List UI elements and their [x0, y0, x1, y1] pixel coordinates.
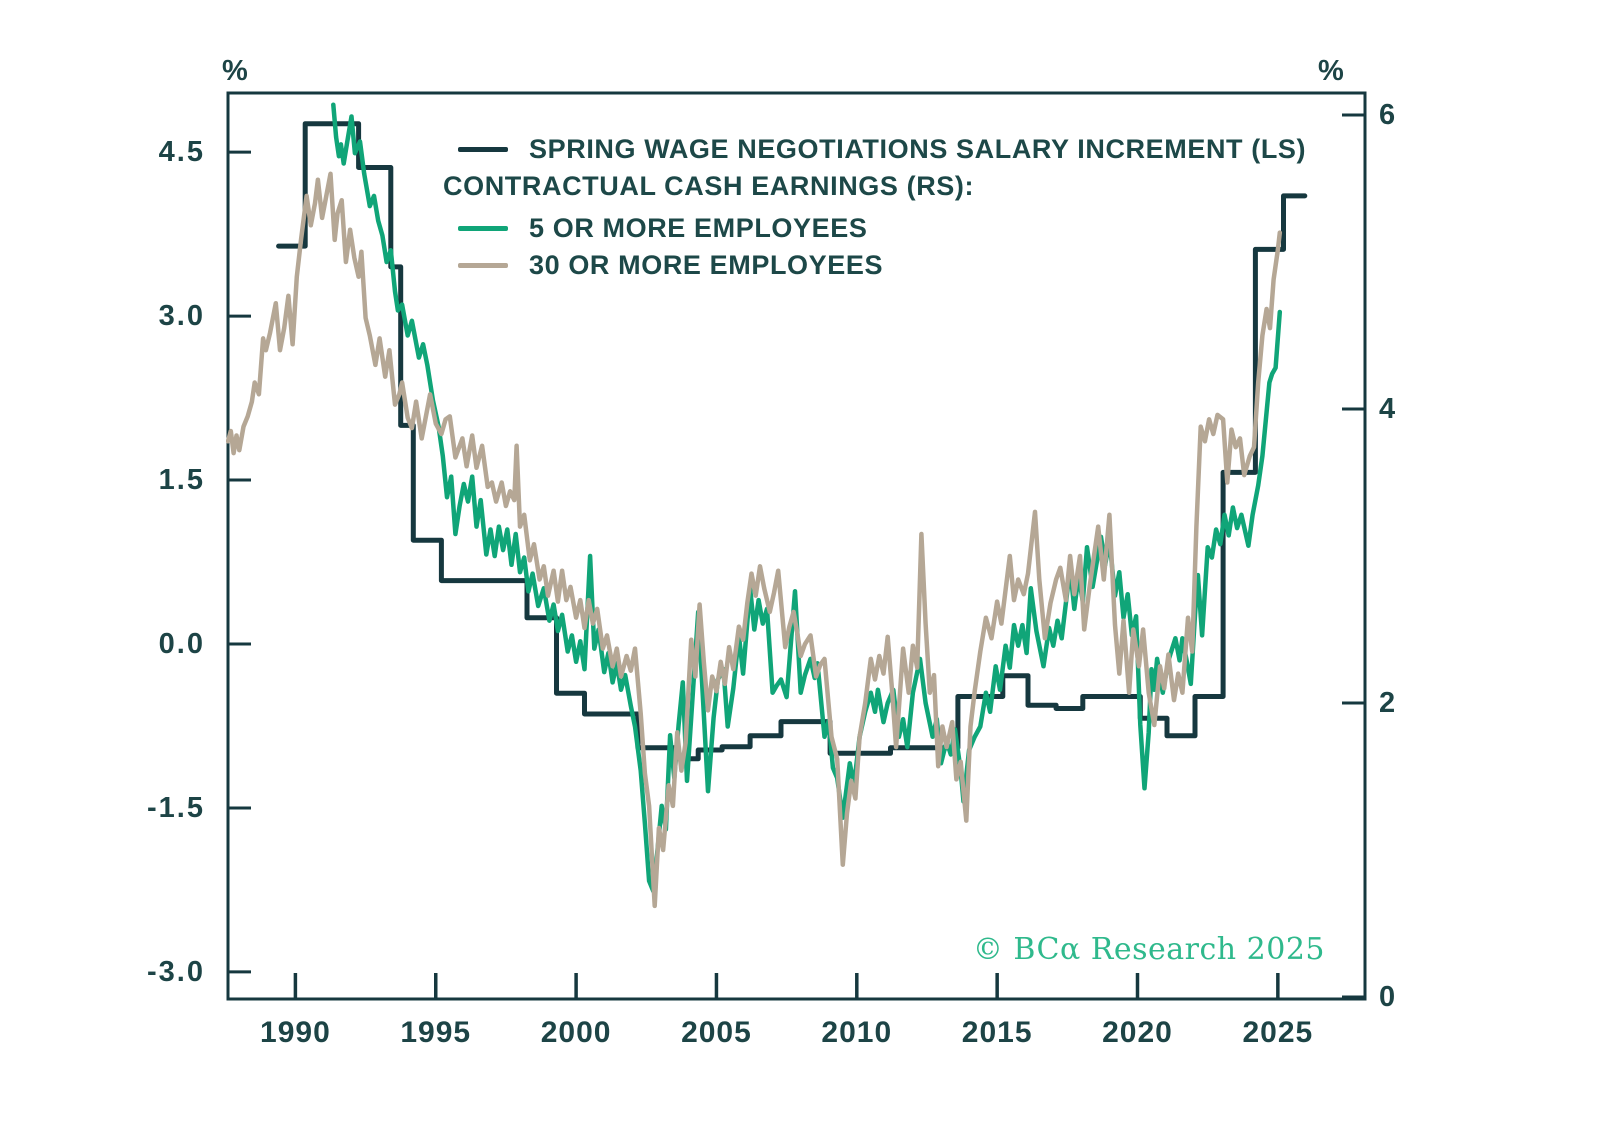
five-plus-legend-key-line: [458, 226, 508, 231]
series-line-30-or-more-employees: [226, 171, 1283, 909]
spring-wage-legend-key-line: [458, 147, 508, 152]
copyright-text: © BCα Research 2025: [972, 932, 1325, 967]
right-axis-tick-label: 0: [1379, 981, 1397, 1013]
x-axis-tick-label: 2005: [681, 1016, 752, 1049]
legend-label-contractual-group: CONTRACTUAL CASH EARNINGS (RS):: [443, 171, 975, 201]
x-axis-tick-label: 2020: [1102, 1016, 1173, 1049]
series-line-spring-wage-negotiations-salary-increment-ls: [276, 121, 1308, 762]
left-axis-unit-label: %: [222, 55, 249, 87]
x-axis-tick-label: 1990: [260, 1016, 331, 1049]
x-axis-tick-label: 1995: [400, 1016, 472, 1049]
left-axis-tick-label: 0.0: [158, 628, 205, 660]
x-axis-tick-label: 2015: [961, 1016, 1033, 1049]
legend-label-five-plus: 5 OR MORE EMPLOYEES: [529, 213, 868, 243]
right-axis-unit-label: %: [1318, 55, 1345, 87]
right-axis-tick-label: 4: [1379, 393, 1397, 425]
plot-frame: [226, 91, 1367, 1001]
legend-row-spring-wage: SPRING WAGE NEGOTIATIONS SALARY INCREMEN…: [443, 131, 1306, 168]
left-axis-tick-label: 3.0: [158, 300, 205, 333]
right-axis-tick-label: 2: [1379, 687, 1397, 719]
x-axis-tick-label: 2010: [821, 1016, 893, 1049]
thirty-plus-legend-key-line: [458, 263, 508, 268]
legend: SPRING WAGE NEGOTIATIONS SALARY INCREMEN…: [443, 131, 1306, 284]
left-axis-tick-label: -1.5: [147, 791, 205, 824]
legend-row-group: CONTRACTUAL CASH EARNINGS (RS):: [443, 168, 1306, 205]
legend-label-spring-wage: SPRING WAGE NEGOTIATIONS SALARY INCREMEN…: [529, 134, 1307, 164]
left-axis-tick-label: 1.5: [158, 464, 205, 497]
left-axis-tick-label: -3.0: [147, 955, 205, 988]
x-axis-tick-label: 2025: [1242, 1016, 1314, 1049]
x-axis-tick-label: 2000: [540, 1016, 612, 1049]
legend-row-five-plus: 5 OR MORE EMPLOYEES: [443, 210, 1306, 247]
legend-row-thirty-plus: 30 OR MORE EMPLOYEES: [443, 247, 1306, 284]
right-axis-tick-label: 6: [1379, 99, 1397, 131]
left-axis-tick-label: 4.5: [158, 136, 205, 169]
legend-label-thirty-plus: 30 OR MORE EMPLOYEES: [529, 250, 884, 280]
